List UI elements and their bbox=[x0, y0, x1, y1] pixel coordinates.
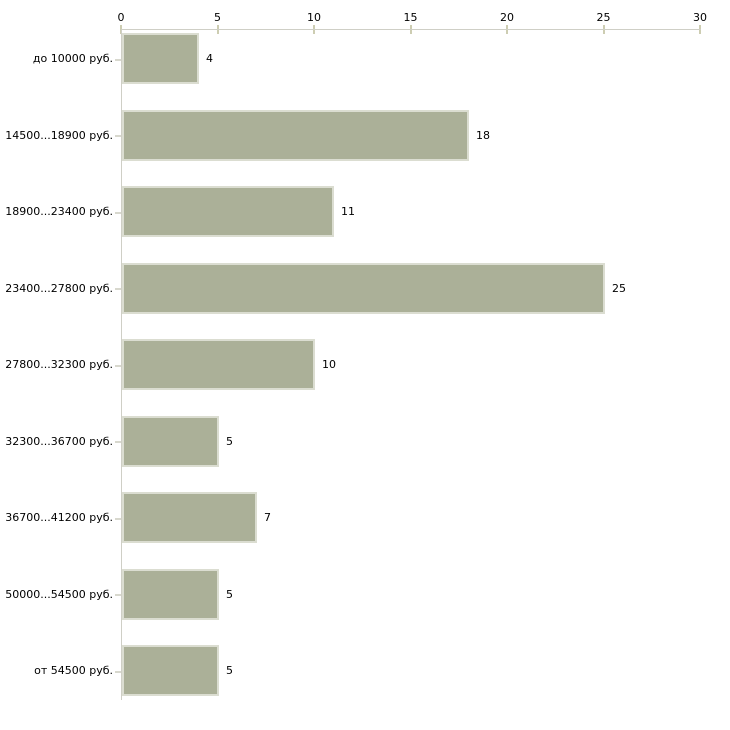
bar bbox=[122, 339, 315, 390]
category-label: от 54500 руб. bbox=[34, 664, 113, 677]
value-label: 4 bbox=[206, 52, 213, 65]
x-tick-label: 30 bbox=[693, 11, 707, 24]
category-label: 50000...54500 руб. bbox=[5, 588, 113, 601]
x-tick-label: 5 bbox=[214, 11, 221, 24]
x-tick-label: 0 bbox=[117, 11, 125, 24]
bar bbox=[122, 110, 469, 161]
y-tick-mark bbox=[115, 212, 121, 214]
value-label: 5 bbox=[226, 588, 233, 601]
y-tick-mark bbox=[115, 288, 121, 290]
value-label: 7 bbox=[264, 511, 271, 524]
bar bbox=[122, 569, 219, 620]
value-label: 11 bbox=[341, 205, 355, 218]
value-label: 10 bbox=[322, 358, 336, 371]
bar bbox=[122, 33, 199, 84]
x-tick-label: 20 bbox=[500, 11, 514, 24]
x-tick-label: 10 bbox=[307, 11, 321, 24]
category-label: до 10000 руб. bbox=[32, 52, 113, 65]
y-tick-mark bbox=[115, 671, 121, 673]
y-tick-mark bbox=[115, 594, 121, 596]
category-label: 27800...32300 руб. bbox=[5, 358, 113, 371]
value-label: 5 bbox=[226, 435, 233, 448]
value-label: 5 bbox=[226, 664, 233, 677]
y-tick-mark bbox=[115, 365, 121, 367]
y-tick-mark bbox=[115, 441, 121, 443]
x-tick-label: 15 bbox=[403, 11, 418, 24]
y-tick-mark bbox=[115, 59, 121, 61]
bar bbox=[122, 263, 605, 314]
category-label: 14500...18900 руб. bbox=[5, 129, 113, 142]
category-label: 36700...41200 руб. bbox=[5, 511, 113, 524]
category-label: 23400...27800 руб. bbox=[5, 282, 113, 295]
category-label: 32300...36700 руб. bbox=[5, 435, 113, 448]
y-axis-line bbox=[121, 29, 122, 700]
value-label: 18 bbox=[476, 129, 490, 142]
bar bbox=[122, 416, 219, 467]
x-axis-line bbox=[121, 29, 701, 30]
y-tick-mark bbox=[115, 518, 121, 520]
category-label: 18900...23400 руб. bbox=[5, 205, 113, 218]
bar bbox=[122, 645, 219, 696]
y-tick-mark bbox=[115, 135, 121, 137]
value-label: 25 bbox=[612, 282, 626, 295]
x-tick-label: 25 bbox=[596, 11, 611, 24]
bar bbox=[122, 186, 334, 237]
bar bbox=[122, 492, 257, 543]
